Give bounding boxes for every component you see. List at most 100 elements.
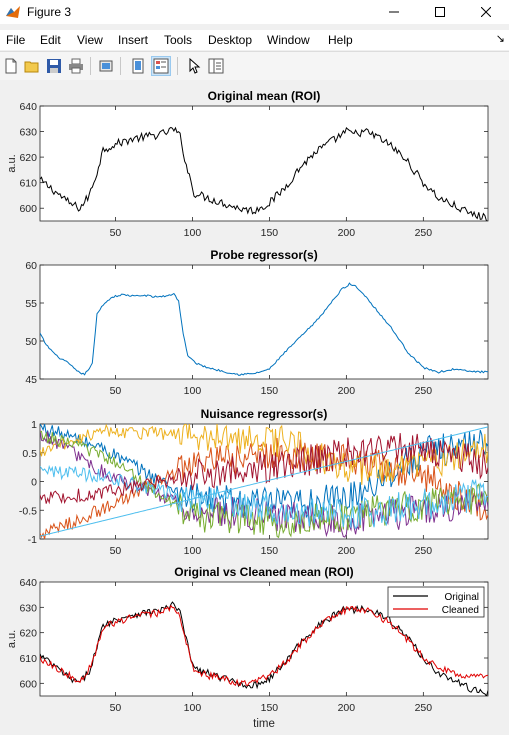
series-line-1: [40, 126, 488, 221]
show-plot-tools-button[interactable]: [151, 56, 171, 76]
y-axis-label: a.u.: [6, 154, 18, 172]
matlab-figure-icon: [6, 6, 20, 18]
open-file-icon: [24, 61, 39, 73]
y-tick-label: -1: [28, 534, 37, 546]
new-figure-icon: [5, 58, 17, 74]
y-tick-label: 50: [25, 336, 37, 348]
print-icon: [69, 58, 83, 74]
menu-tools[interactable]: Tools: [164, 33, 193, 47]
menu-window[interactable]: Window: [267, 33, 310, 47]
menu-file[interactable]: File: [6, 33, 26, 47]
series-line-5: [40, 430, 488, 539]
dock-arrow-icon[interactable]: ↘: [495, 33, 505, 45]
show-plot-tools-icon: [153, 58, 169, 74]
y-tick-label: 620: [19, 628, 37, 640]
series-line-1: [40, 282, 488, 376]
x-tick-label: 50: [110, 227, 122, 239]
series-line-2: [40, 604, 488, 686]
edit-plot-button[interactable]: [184, 56, 204, 76]
figure-canvas: Original mean (ROI) 600 610 620 630 640 50 100 1…: [0, 80, 509, 730]
subplot-1: Original mean (ROI) 600 610 620 630 640 50 100 1…: [6, 89, 489, 239]
y-tick-label: 1: [31, 419, 37, 431]
x-tick-label: 100: [184, 227, 202, 239]
y-tick-label: 610: [19, 653, 37, 665]
x-tick-label: 150: [261, 702, 279, 714]
series-line-3: [40, 424, 488, 485]
save-button[interactable]: [44, 56, 64, 76]
plot-area: [39, 264, 489, 380]
series-line-1: [40, 424, 488, 519]
hide-plot-tools-icon: [132, 58, 144, 74]
menu-desktop[interactable]: Desktop: [208, 33, 253, 47]
y-tick-label: 620: [19, 152, 37, 164]
x-tick-label: 100: [184, 545, 202, 557]
open-property-inspector-button[interactable]: [206, 56, 226, 76]
x-tick-label: 150: [261, 545, 279, 557]
menu-help[interactable]: Help: [328, 33, 353, 47]
x-tick-label: 250: [415, 702, 433, 714]
legend: Original Cleaned: [387, 586, 485, 618]
menu-insert[interactable]: Insert: [118, 33, 149, 47]
subplot-2: Probe regressor(s) 45 50 55 60 50 100 150 200 250: [25, 248, 489, 397]
y-tick-label: -0.5: [19, 505, 37, 517]
print-button[interactable]: [66, 56, 86, 76]
menu-view[interactable]: View: [77, 33, 103, 47]
toolbar-separator: [120, 57, 121, 75]
y-tick-label: 610: [19, 178, 37, 190]
x-tick-label: 250: [415, 227, 433, 239]
plot-area: [39, 105, 489, 222]
hide-plot-tools-button[interactable]: [128, 56, 148, 76]
x-tick-label: 200: [338, 545, 356, 557]
x-tick-label: 100: [184, 385, 202, 397]
plot-title: Original vs Cleaned mean (ROI): [174, 565, 353, 579]
subplot-4: Original vs Cleaned mean (ROI) 600 610 620 6…: [6, 565, 489, 730]
y-axis-label: a.u.: [6, 630, 18, 648]
menu-edit[interactable]: Edit: [40, 33, 61, 47]
y-tick-label: 55: [25, 298, 37, 310]
window-title: Figure 3: [27, 5, 72, 19]
open-file-button[interactable]: [22, 56, 42, 76]
y-tick-label: 0: [31, 477, 37, 489]
x-tick-label: 250: [415, 385, 433, 397]
edit-plot-icon: [189, 58, 201, 74]
minimize-button[interactable]: [371, 0, 417, 24]
x-tick-label: 50: [110, 545, 122, 557]
series-line-8: [40, 426, 488, 537]
title-bar: Figure 3: [0, 0, 509, 24]
legend-entry: Original: [445, 592, 479, 603]
x-tick-label: 100: [184, 702, 202, 714]
x-tick-label: 250: [415, 545, 433, 557]
maximize-icon: [435, 7, 445, 17]
toolbar-separator: [90, 57, 91, 75]
y-tick-label: 45: [25, 374, 37, 386]
legend-entry: Cleaned: [442, 605, 479, 616]
close-icon: [481, 7, 491, 17]
new-figure-button[interactable]: [1, 56, 21, 76]
close-button[interactable]: [463, 0, 509, 24]
x-tick-label: 50: [110, 385, 122, 397]
plot-title: Probe regressor(s): [210, 248, 317, 262]
x-tick-label: 200: [338, 702, 356, 714]
menu-bar: File Edit View Insert Tools Desktop Wind…: [0, 30, 509, 50]
x-tick-label: 150: [261, 227, 279, 239]
plot-title: Nuisance regressor(s): [201, 407, 328, 421]
series-line-4: [40, 429, 488, 538]
minimize-icon: [389, 11, 399, 13]
series-line-6: [40, 464, 488, 530]
legend-box: [387, 586, 485, 618]
x-axis-label: time: [253, 718, 275, 730]
y-tick-label: 640: [19, 577, 37, 589]
y-tick-label: 60: [25, 260, 37, 272]
open-property-inspector-icon: [208, 58, 224, 74]
figure-toolbar: [0, 51, 509, 81]
x-tick-label: 200: [338, 385, 356, 397]
maximize-button[interactable]: [417, 0, 463, 24]
y-tick-label: 600: [19, 678, 37, 690]
y-tick-label: 0.5: [22, 448, 37, 460]
y-tick-label: 600: [19, 203, 37, 215]
plot-title: Original mean (ROI): [208, 89, 321, 103]
link-plot-icon: [99, 60, 113, 72]
y-tick-label: 640: [19, 101, 37, 113]
link-plot-button[interactable]: [96, 56, 116, 76]
